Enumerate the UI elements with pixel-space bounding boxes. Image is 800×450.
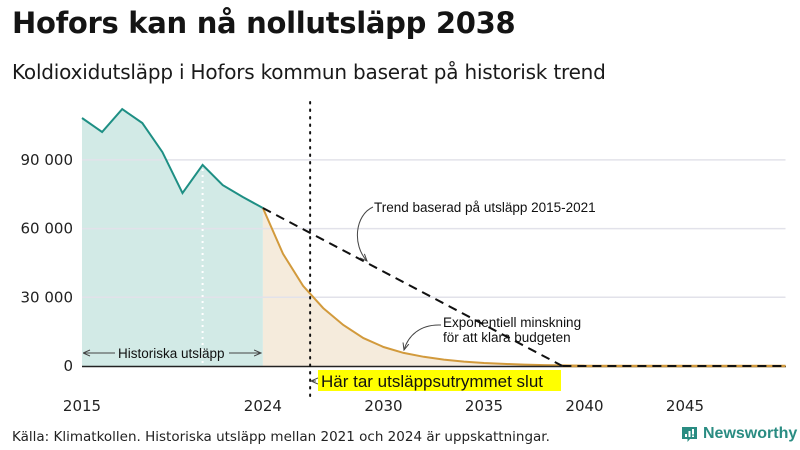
cutoff-highlight [318,370,561,391]
newsworthy-logo[interactable]: Newsworthy [681,425,797,443]
y-tick-label: 30 000 [21,288,74,306]
x-tick-label: 2015 [63,397,101,415]
x-tick-label: 2040 [565,397,603,415]
y-tick-label: 0 [63,357,73,375]
historical-area [82,109,263,366]
trend-line [262,207,563,367]
projection-line [261,207,585,367]
historical-annotation: Historiska utsläpp [84,346,261,361]
historical-label: Historiska utsläpp [118,346,225,361]
historical-line [81,107,264,209]
exponential-label-line1: Exponentiell minskning [443,315,581,330]
x-tick-label: 2045 [666,397,704,415]
x-axis-labels: 2015 2024 2030 2035 2040 2045 [63,397,704,415]
y-tick-label: 90 000 [21,151,74,169]
exponential-label-line2: för att klara budgeten [443,330,571,345]
chart-title: Hofors kan nå nollutsläpp 2038 [12,6,516,40]
exponential-annotation: Exponentiell minskning för att klara bud… [404,315,581,350]
x-tick-label: 2024 [244,397,282,415]
newsworthy-bar-chart-icon [682,426,697,442]
trend-label: Trend baserad på utsläpp 2015-2021 [374,200,596,215]
gridlines [82,159,786,299]
y-axis-labels: 0 30 000 60 000 90 000 [21,151,74,375]
cutoff-annotation: Här tar utsläppsutrymmet slut [311,370,561,391]
chart-subtitle: Koldioxidutsläpp i Hofors kommun baserat… [12,60,606,84]
source-note: Källa: Klimatkollen. Historiska utsläpp … [12,429,550,445]
x-tick-label: 2035 [465,397,503,415]
x-tick-label: 2030 [364,397,402,415]
projection-area [262,208,786,366]
cutoff-label: Här tar utsläppsutrymmet slut [321,372,543,391]
brand-name: Newsworthy [703,425,798,442]
y-tick-label: 60 000 [21,220,74,238]
trend-annotation: Trend baserad på utsläpp 2015-2021 [356,200,596,261]
